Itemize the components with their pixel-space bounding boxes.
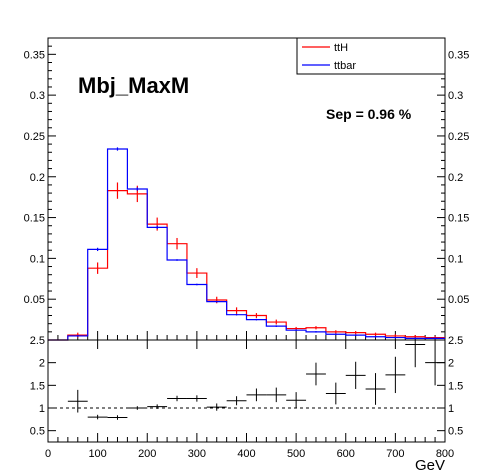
main-plot-histograms bbox=[48, 147, 445, 341]
y-tick-label-left: 0.35 bbox=[24, 49, 45, 61]
ratio-y-tick-label-right: 0.5 bbox=[448, 426, 463, 438]
y-tick-label-left: 0.1 bbox=[30, 253, 45, 265]
ratio-y-tick-label-left: 2 bbox=[39, 358, 45, 370]
x-tick-label: 300 bbox=[188, 448, 206, 460]
y-tick-label-right: 0.25 bbox=[448, 131, 469, 143]
ratio-y-tick-label-left: 1.5 bbox=[30, 380, 45, 392]
legend: ttH ttbar bbox=[296, 37, 446, 75]
y-tick-label-right: 0.35 bbox=[448, 49, 469, 61]
ratio-plot-points bbox=[48, 340, 445, 420]
x-tick-label: 400 bbox=[237, 448, 255, 460]
ratio-y-tick-label-right: 1 bbox=[448, 403, 454, 415]
y-tick-label-left: 0.05 bbox=[24, 294, 45, 306]
y-tick-label-right: 0.05 bbox=[448, 294, 469, 306]
x-tick-label: 100 bbox=[88, 448, 106, 460]
ratio-plot-ticks: 0.5 0.5 1 1 1.5 1.5 2 2 2.5 2.5 0 100 200 300 400 500 60… bbox=[30, 335, 464, 460]
histogram-line-ttbar bbox=[48, 148, 445, 341]
separation-annotation: Sep = 0.96 % bbox=[326, 106, 412, 122]
x-tick-label: 0 bbox=[45, 448, 51, 460]
legend-label-tth: ttH bbox=[334, 42, 348, 54]
ratio-plot-frame bbox=[47, 339, 446, 443]
y-tick-label-right: 0.3 bbox=[448, 90, 463, 102]
ratio-y-tick-label-right: 2.5 bbox=[448, 335, 463, 347]
y-tick-label-left: 0.25 bbox=[24, 131, 45, 143]
x-tick-label: 800 bbox=[436, 448, 454, 460]
ratio-y-tick-label-left: 2.5 bbox=[30, 335, 45, 347]
y-tick-label-left: 0.2 bbox=[30, 172, 45, 184]
y-tick-label-right: 0.2 bbox=[448, 172, 463, 184]
x-tick-label: 200 bbox=[138, 448, 156, 460]
main-plot-ticks: 0.05 0.05 0.1 0.1 0.15 0.15 0.2 0.2 0.25 0.25 0.3 0… bbox=[24, 45, 469, 340]
legend-box bbox=[296, 37, 446, 75]
ratio-y-tick-label-left: 1 bbox=[39, 403, 45, 415]
x-tick-label: 600 bbox=[337, 448, 355, 460]
ratio-y-tick-label-left: 0.5 bbox=[30, 426, 45, 438]
x-tick-label: 500 bbox=[287, 448, 305, 460]
y-tick-label-right: 0.1 bbox=[448, 253, 463, 265]
ratio-y-tick-label-right: 1.5 bbox=[448, 380, 463, 392]
legend-label-ttbar: ttbar bbox=[334, 60, 356, 72]
ratio-y-tick-label-right: 2 bbox=[448, 358, 454, 370]
y-tick-label-right: 0.15 bbox=[448, 213, 469, 225]
y-tick-label-left: 0.15 bbox=[24, 213, 45, 225]
y-tick-label-left: 0.3 bbox=[30, 90, 45, 102]
x-axis-label: GeV bbox=[415, 457, 445, 472]
chart-title: Mbj_MaxM bbox=[78, 73, 189, 98]
x-tick-label: 700 bbox=[386, 448, 404, 460]
